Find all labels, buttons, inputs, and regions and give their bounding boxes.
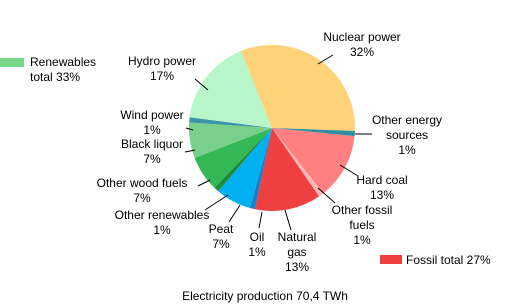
pie-slice: [218, 128, 272, 209]
slice-name: Other fossil fuels: [331, 203, 393, 232]
leader-line: [197, 179, 211, 187]
slice-value: 7%: [133, 191, 151, 205]
slice-value: 1%: [153, 223, 171, 237]
pie-slice: [240, 45, 355, 131]
slice-value: 1%: [143, 123, 161, 137]
pie-slice: [194, 128, 272, 188]
slice-value: 1%: [248, 245, 266, 259]
leader-line: [339, 164, 359, 177]
slice-value: 13%: [284, 260, 310, 274]
slice-value: 7%: [143, 152, 161, 166]
slice-name: Other wood fuels: [96, 176, 188, 190]
pie-slice: [189, 122, 272, 158]
pie-slice: [249, 128, 272, 210]
legend-swatch: [0, 58, 24, 67]
slice-name: Other energy sources: [371, 113, 443, 142]
pie-slice: [272, 128, 324, 197]
slice-label: Wind power 1%: [102, 108, 202, 138]
pie-slice: [214, 128, 272, 192]
leader-line: [185, 127, 194, 131]
slice-label: Other wood fuels 7%: [87, 176, 197, 206]
slice-label: Nuclear power 32%: [307, 30, 417, 60]
slice-value: 1%: [398, 143, 416, 157]
slice-value: 13%: [369, 188, 395, 202]
leader-line: [204, 194, 229, 211]
legend-label: Renewables total 33%: [30, 55, 97, 84]
leader-line: [194, 78, 209, 91]
slice-label: Black liquor 7%: [102, 137, 202, 167]
slice-value: 7%: [212, 237, 230, 251]
slice-name: Peat: [208, 222, 234, 236]
slice-name: Natural gas: [277, 230, 317, 259]
slice-label: Hard coal 13%: [342, 173, 422, 203]
pie-slice: [254, 128, 319, 211]
pie-slice: [189, 51, 272, 128]
leader-line: [317, 187, 336, 204]
slice-label: Natural gas 13%: [271, 230, 323, 275]
leader-line: [317, 54, 334, 65]
slice-label: Other fossil fuels 1%: [325, 203, 400, 248]
caption: Electricity production 70,4 TWh: [182, 289, 348, 303]
slice-label: Hydro power 17%: [112, 54, 212, 84]
slice-name: Wind power: [120, 108, 184, 122]
slice-name: Oil: [249, 230, 265, 244]
leader-line: [228, 204, 241, 223]
pie-slice: [272, 128, 355, 194]
slice-label: Other renewables 1%: [107, 208, 217, 238]
slice-name: Hydro power: [127, 54, 197, 68]
pie-slice: [272, 128, 355, 137]
slice-value: 32%: [349, 45, 375, 59]
slice-name: Other renewables: [114, 208, 210, 222]
slice-name: Black liquor: [120, 137, 184, 151]
pie-slice: [189, 117, 272, 128]
leader-line: [258, 211, 263, 229]
slice-label: Peat 7%: [201, 222, 241, 252]
slice-label: Other energy sources 1%: [361, 113, 453, 158]
slice-value: 1%: [353, 233, 371, 247]
leader-line: [184, 149, 196, 153]
legend-label: Fossil total 27%: [406, 253, 491, 267]
slice-name: Hard coal: [356, 173, 408, 187]
leader-line: [284, 209, 292, 231]
slice-value: 17%: [149, 69, 175, 83]
legend-swatch: [380, 255, 402, 264]
slice-name: Nuclear power: [323, 30, 401, 44]
slice-label: Oil 1%: [242, 230, 272, 260]
